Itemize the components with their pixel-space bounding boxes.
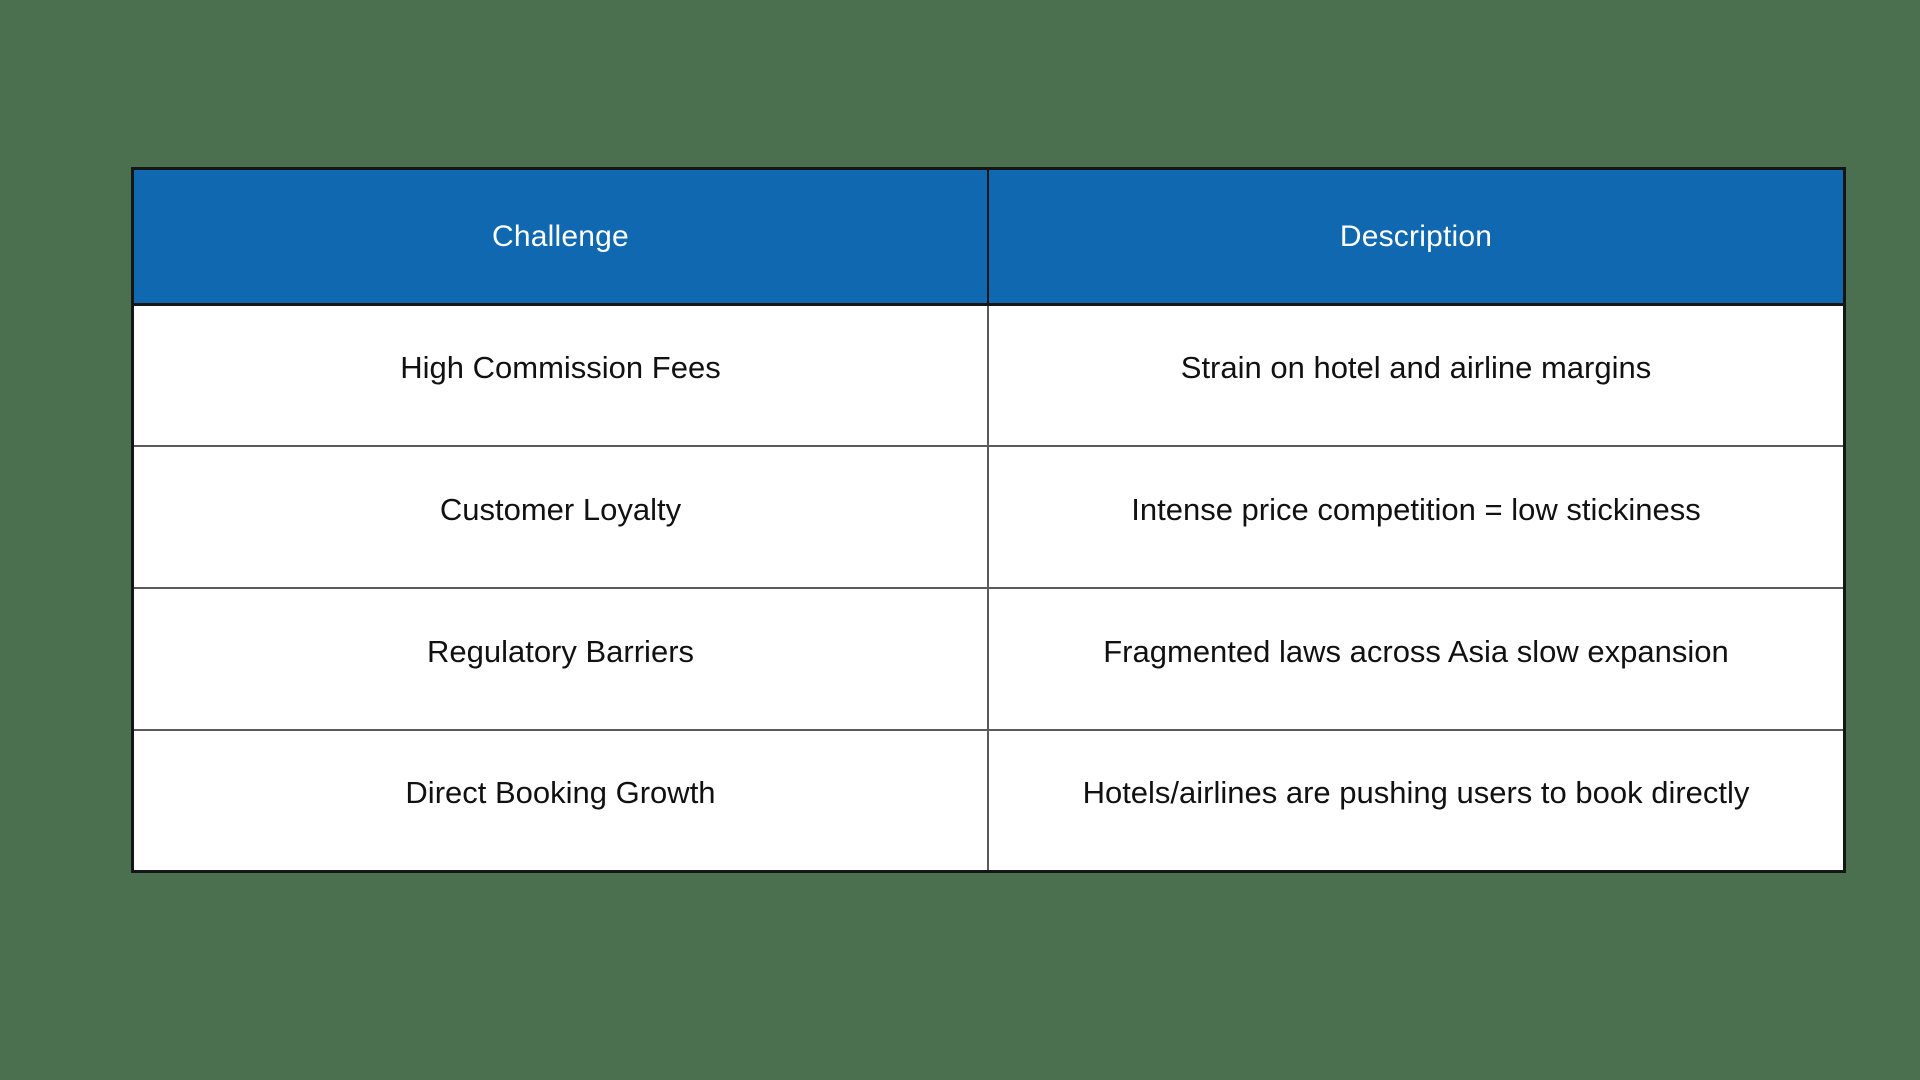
table-row: High Commission Fees Strain on hotel and… <box>132 304 1845 447</box>
table-row: Regulatory Barriers Fragmented laws acro… <box>132 588 1845 730</box>
challenges-table: Challenge Description High Commission Fe… <box>131 167 1846 873</box>
column-header-description: Description <box>987 168 1845 305</box>
cell-description: Hotels/airlines are pushing users to boo… <box>987 729 1845 872</box>
cell-description: Intense price competition = low stickine… <box>987 446 1845 588</box>
cell-description: Fragmented laws across Asia slow expansi… <box>987 588 1845 730</box>
cell-challenge: Customer Loyalty <box>132 446 989 588</box>
table-header: Challenge Description <box>132 168 1845 305</box>
cell-challenge: Direct Booking Growth <box>132 729 989 872</box>
table-body: High Commission Fees Strain on hotel and… <box>132 304 1845 872</box>
table-row: Direct Booking Growth Hotels/airlines ar… <box>132 729 1845 872</box>
column-header-challenge: Challenge <box>132 168 989 305</box>
cell-challenge: Regulatory Barriers <box>132 588 989 730</box>
table-header-row: Challenge Description <box>132 168 1845 305</box>
cell-challenge: High Commission Fees <box>132 304 989 447</box>
table-row: Customer Loyalty Intense price competiti… <box>132 446 1845 588</box>
cell-description: Strain on hotel and airline margins <box>987 304 1845 447</box>
